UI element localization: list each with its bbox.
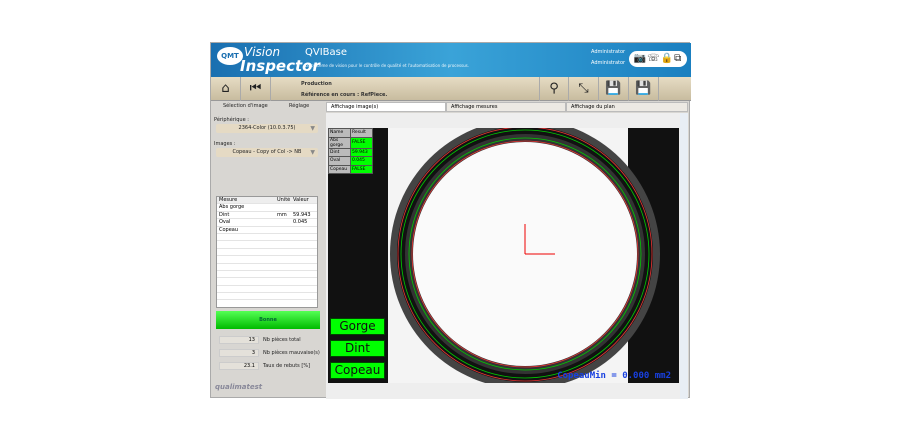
- user-name: Administrator: [591, 49, 626, 55]
- table-row[interactable]: [217, 271, 317, 279]
- peripheral-select[interactable]: 2364-Color (10.0.3.75) ▼: [216, 124, 318, 133]
- table-row[interactable]: [217, 264, 317, 271]
- table-row: Abs gorge FALSE: [328, 136, 373, 149]
- search-icon: ⚲: [549, 81, 559, 96]
- save-image-button[interactable]: 💾: [629, 77, 659, 101]
- chevron-down-icon: ▼: [310, 149, 315, 156]
- tab-measures-display[interactable]: Affichage mesures: [446, 102, 566, 112]
- stat-label: Taux de rebuts [%]: [263, 363, 311, 369]
- rewind-icon: ⏮: [249, 81, 262, 96]
- connection-icon[interactable]: ☏: [647, 53, 661, 64]
- qualimatest-logo: qualimatest: [215, 383, 263, 391]
- results-table: Name Result Abs gorge FALSE Dint 59.943 Oval 0.…: [328, 128, 373, 174]
- stat-value: 13: [219, 336, 259, 344]
- tab-image-selection[interactable]: Sélection d'image: [223, 103, 268, 109]
- table-row: Oval 0.045: [328, 156, 373, 166]
- table-row[interactable]: [217, 249, 317, 257]
- save-image-icon: 💾: [635, 81, 652, 96]
- toolbar: ⌂ ⏮ Production Référence en cours : RefP…: [211, 77, 691, 101]
- table-row: Dint 59.943: [328, 147, 373, 157]
- tab-plan-display[interactable]: Affichage du plan: [566, 102, 688, 112]
- header: QMT Vision Inspector QVIBase Le système …: [211, 43, 691, 77]
- gorge-button[interactable]: Gorge: [330, 318, 385, 335]
- copeau-button[interactable]: Copeau: [330, 362, 385, 379]
- table-row[interactable]: Copeau: [217, 227, 317, 234]
- status-badge: Bonne: [216, 311, 320, 329]
- dint-button[interactable]: Dint: [330, 340, 385, 357]
- scrollbar[interactable]: [680, 113, 688, 399]
- tab-image-display[interactable]: Affichage image(s): [326, 102, 446, 112]
- table-row[interactable]: [217, 256, 317, 264]
- chevron-down-icon: ▼: [310, 125, 315, 132]
- qmt-logo: QMT: [217, 47, 243, 65]
- table-row[interactable]: Dint mm 59.943: [217, 212, 317, 220]
- camera-image: Name Result Abs gorge FALSE Dint 59.943 Oval 0.…: [328, 128, 679, 383]
- results-header: Name Result: [328, 128, 373, 138]
- camera-icon[interactable]: 📷: [633, 53, 648, 64]
- table-row[interactable]: [217, 278, 317, 286]
- exit-icon[interactable]: ⧉: [674, 53, 683, 64]
- table-row[interactable]: Oval 0.045: [217, 219, 317, 227]
- header-icons: 📷☏🔒⧉: [629, 51, 687, 67]
- tab-settings[interactable]: Réglage: [289, 103, 310, 109]
- resize-button[interactable]: ⤡: [569, 77, 599, 101]
- left-panel: Sélection d'image Réglage Périphérique :…: [211, 101, 321, 399]
- stat-value: 3: [219, 349, 259, 357]
- table-row[interactable]: Abs gorge: [217, 204, 317, 212]
- save-icon: 💾: [605, 81, 622, 96]
- table-row[interactable]: [217, 234, 317, 242]
- home-button[interactable]: ⌂: [211, 77, 241, 101]
- app-window: QMT Vision Inspector QVIBase Le système …: [210, 42, 691, 399]
- search-button[interactable]: ⚲: [539, 77, 569, 101]
- save-button[interactable]: 💾: [599, 77, 629, 101]
- user-role: Administrator: [591, 60, 626, 66]
- table-row[interactable]: [217, 293, 317, 301]
- table-row[interactable]: [217, 241, 317, 249]
- app-title: QVIBase: [305, 47, 348, 58]
- mode-label: Production: [301, 81, 332, 87]
- measure-table: Mesure Unité Valeur Abs gorge Dint mm 59.943 O…: [216, 196, 318, 308]
- reference-label: Référence en cours : RefPiece.: [301, 92, 388, 98]
- home-icon: ⌂: [221, 81, 230, 96]
- tagline: Le système de vision pour le contrôle de…: [305, 63, 470, 68]
- rewind-button[interactable]: ⏮: [241, 77, 271, 101]
- stat-value: 23.1: [219, 362, 259, 370]
- copeau-overlay: CopeauMin = 0.000 mm2: [557, 371, 671, 381]
- image-view: Name Result Abs gorge FALSE Dint 59.943 Oval 0.…: [326, 113, 688, 399]
- brand-vision: Vision: [244, 45, 281, 59]
- stat-label: Nb pièces mauvaise(s): [263, 350, 320, 356]
- resize-icon: ⤡: [578, 81, 589, 96]
- table-row: Copeau FALSE: [328, 164, 373, 174]
- stat-label: Nb pièces total: [263, 337, 301, 343]
- images-select[interactable]: Copeau - Copy of Col -> NB ▼: [216, 148, 318, 157]
- lock-icon[interactable]: 🔒: [660, 53, 675, 64]
- images-label: Images :: [214, 141, 236, 147]
- peripheral-label: Périphérique :: [214, 117, 249, 123]
- brand-inspector: Inspector: [240, 57, 320, 75]
- table-row[interactable]: [217, 286, 317, 294]
